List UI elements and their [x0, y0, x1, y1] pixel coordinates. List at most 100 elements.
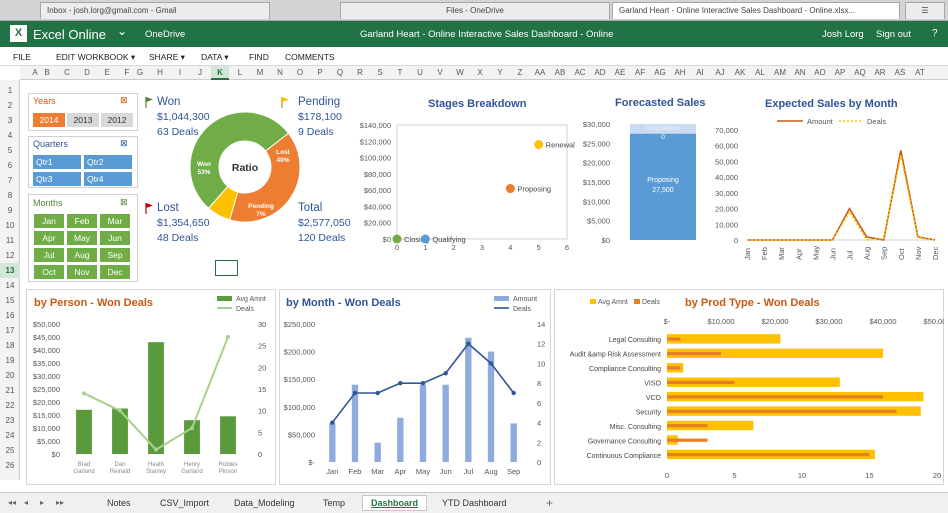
forecast-bar-proposing[interactable]: [630, 133, 696, 240]
month-deals-point[interactable]: [443, 371, 448, 376]
sheet-nav-button[interactable]: ◂: [24, 498, 29, 507]
sheet-nav-button[interactable]: ▸: [40, 498, 45, 507]
month-tile-jun[interactable]: Jun: [100, 231, 130, 245]
column-header-n[interactable]: N: [277, 68, 283, 77]
document-title[interactable]: Garland Heart - Online Interactive Sales…: [360, 29, 614, 40]
row-header-4[interactable]: 4: [7, 131, 13, 140]
stages-point-closing[interactable]: [392, 234, 402, 244]
sheet-tab-data-modeling[interactable]: Data_Modeling: [234, 498, 295, 508]
prod-deals-bar[interactable]: [667, 453, 870, 457]
column-header-g[interactable]: G: [136, 68, 144, 77]
menu-find[interactable]: FIND: [249, 52, 269, 62]
prod-deals-bar[interactable]: [667, 424, 708, 428]
months-clear-filter-icon[interactable]: ⊠: [120, 197, 128, 207]
column-header-p[interactable]: P: [317, 68, 323, 77]
month-tile-mar[interactable]: Mar: [100, 214, 130, 228]
column-header-ar[interactable]: AR: [874, 68, 886, 77]
person-combo-chart[interactable]: $0 $5,000 $10,000 $15,000 $20,000 $25,000 $30,…: [26, 292, 276, 484]
prodtype-bar-chart[interactable]: $- $10,000 $20,000 $30,000 $40,000 $50,000 0 5 1…: [554, 292, 944, 484]
column-header-b[interactable]: B: [44, 68, 50, 77]
expected-series-amount[interactable]: [747, 150, 936, 241]
prod-deals-bar[interactable]: [667, 337, 681, 341]
month-tile-jan[interactable]: Jan: [34, 214, 64, 228]
row-header-25[interactable]: 25: [5, 446, 15, 455]
expected-series-deals[interactable]: [747, 154, 936, 241]
help-icon[interactable]: ?: [932, 28, 938, 39]
sheet-tab-temp[interactable]: Temp: [323, 498, 346, 508]
row-header-2[interactable]: 2: [7, 101, 13, 110]
row-header-21[interactable]: 21: [5, 386, 15, 395]
person-bar[interactable]: [184, 420, 200, 454]
month-tile-dec[interactable]: Dec: [100, 265, 130, 279]
column-header-c[interactable]: C: [64, 68, 70, 77]
month-tile-feb[interactable]: Feb: [67, 214, 97, 228]
prod-deals-bar[interactable]: [667, 438, 708, 442]
month-deals-point[interactable]: [488, 361, 494, 366]
person-deals-point[interactable]: [226, 335, 230, 339]
stages-point-qualifying[interactable]: [420, 234, 430, 244]
prod-avg-bar[interactable]: [667, 348, 883, 358]
month-tile-apr[interactable]: Apr: [34, 231, 64, 245]
column-header-ak[interactable]: AK: [734, 68, 746, 77]
column-header-ad[interactable]: AD: [594, 68, 606, 77]
donut-slice-pending[interactable]: [207, 185, 239, 221]
column-header-z[interactable]: Z: [517, 68, 523, 77]
prod-avg-bar[interactable]: [667, 420, 754, 431]
quarters-clear-filter-icon[interactable]: ⊠: [120, 138, 128, 148]
stages-point-proposing[interactable]: [505, 184, 515, 194]
prod-avg-bar[interactable]: [667, 334, 781, 344]
person-deals-point[interactable]: [118, 408, 122, 413]
row-header-1[interactable]: 1: [7, 86, 13, 95]
menu-share[interactable]: SHARE ▾: [149, 52, 185, 62]
column-header-x[interactable]: X: [477, 68, 483, 77]
column-header-ah[interactable]: AH: [674, 68, 686, 77]
person-bar[interactable]: [112, 408, 128, 455]
person-bar[interactable]: [220, 416, 236, 454]
sheet-tab-ytd-dashboard[interactable]: YTD Dashboard: [442, 498, 507, 508]
menu-data[interactable]: DATA ▾: [201, 52, 229, 62]
browser-tab-excel[interactable]: Garland Heart - Online Interactive Sales…: [612, 2, 900, 19]
column-header-i[interactable]: I: [178, 68, 182, 77]
column-header-aa[interactable]: AA: [534, 68, 546, 77]
column-header-w[interactable]: W: [456, 68, 464, 77]
prod-deals-bar[interactable]: [667, 366, 681, 370]
column-header-d[interactable]: D: [84, 68, 90, 77]
person-deals-point[interactable]: [154, 447, 158, 452]
row-header-15[interactable]: 15: [5, 296, 15, 305]
row-header-14[interactable]: 14: [5, 281, 15, 290]
month-tile-may[interactable]: May: [67, 231, 97, 245]
column-header-at[interactable]: AT: [915, 68, 925, 77]
user-name[interactable]: Josh Lorg: [822, 29, 864, 40]
row-header-17[interactable]: 17: [5, 326, 15, 335]
browser-tab-onedrive[interactable]: Files - OneDrive: [340, 2, 610, 19]
month-tile-aug[interactable]: Aug: [67, 248, 97, 262]
column-header-j[interactable]: J: [198, 68, 202, 77]
row-header-16[interactable]: 16: [5, 311, 15, 320]
month-bar[interactable]: [419, 384, 427, 462]
row-header-10[interactable]: 10: [5, 221, 15, 230]
month-deals-point[interactable]: [398, 380, 403, 386]
year-tile-2013[interactable]: 2013: [67, 113, 99, 127]
year-tile-2012[interactable]: 2012: [101, 113, 133, 127]
person-bar[interactable]: [148, 342, 164, 454]
column-header-l[interactable]: L: [237, 68, 243, 77]
month-bar[interactable]: [465, 337, 472, 462]
person-deals-point[interactable]: [82, 391, 86, 396]
prod-deals-bar[interactable]: [667, 351, 721, 356]
column-header-a[interactable]: A: [32, 68, 38, 77]
column-header-r[interactable]: R: [357, 68, 363, 77]
column-header-ao[interactable]: AO: [814, 68, 826, 77]
month-deals-point[interactable]: [352, 390, 358, 396]
row-header-3[interactable]: 3: [7, 116, 13, 125]
quarter-tile-qtr3[interactable]: Qtr3: [33, 172, 81, 186]
month-combo-chart[interactable]: $- $50,000 $100,000 $150,000 $200,000 $250,00…: [279, 292, 551, 484]
selected-cell[interactable]: [215, 260, 238, 276]
quarter-tile-qtr4[interactable]: Qtr4: [84, 172, 132, 186]
column-header-k[interactable]: K: [211, 66, 229, 80]
month-deals-point[interactable]: [511, 390, 516, 396]
column-header-aq[interactable]: AQ: [854, 68, 866, 77]
row-header-8[interactable]: 8: [7, 191, 13, 200]
column-header-ac[interactable]: AC: [574, 68, 586, 77]
row-header-19[interactable]: 19: [5, 356, 15, 365]
month-deals-point[interactable]: [420, 380, 426, 386]
